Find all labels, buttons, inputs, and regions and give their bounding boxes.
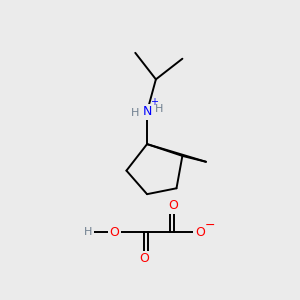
Text: −: − <box>204 219 215 232</box>
Text: O: O <box>195 226 205 239</box>
Text: O: O <box>169 200 178 212</box>
Text: H: H <box>130 108 139 118</box>
Text: H: H <box>84 227 92 237</box>
Text: O: O <box>139 252 149 266</box>
Text: +: + <box>149 97 158 107</box>
Text: O: O <box>110 226 120 239</box>
Text: N: N <box>142 105 152 118</box>
Text: H: H <box>155 104 164 114</box>
